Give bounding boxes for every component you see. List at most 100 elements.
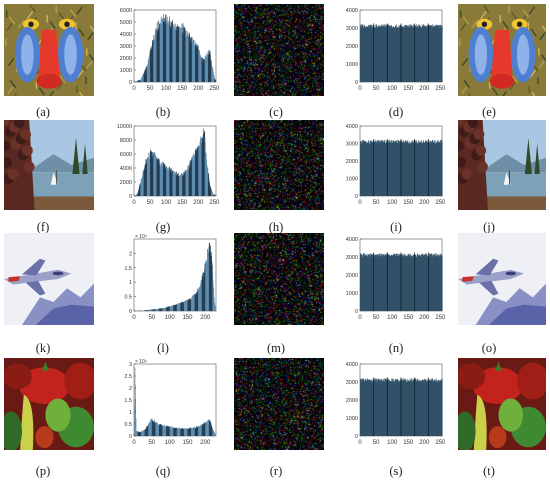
histogram-bar <box>141 77 142 82</box>
histogram-bar <box>157 424 159 436</box>
x-tick-label: 250 <box>435 315 446 321</box>
panel-caption: (r) <box>269 464 283 478</box>
histogram-bar <box>139 432 141 436</box>
histogram-bar <box>151 418 153 436</box>
panel-caption: (l) <box>157 341 169 355</box>
histogram-bar <box>409 27 411 82</box>
histogram-bar <box>190 162 191 196</box>
histogram-bar <box>436 140 438 196</box>
histogram-bar <box>136 194 138 196</box>
histogram-bar <box>197 427 199 436</box>
histogram-bar <box>419 141 420 196</box>
histogram-bar <box>190 42 192 82</box>
histogram-bar <box>197 146 198 196</box>
histogram-bar <box>210 422 212 436</box>
histogram-bar <box>186 427 188 436</box>
plain-histogram-panel-jet: 0 0.5 1 1.5 2 0 50 100 150 200 × 10⁴ <box>110 233 220 325</box>
histogram-bar <box>420 381 422 436</box>
histogram-bar <box>361 142 362 196</box>
histogram-bar <box>172 170 174 196</box>
histogram-bar <box>168 306 170 311</box>
histogram-bar <box>437 25 439 82</box>
histogram-bar <box>423 24 425 82</box>
histogram-bar <box>178 428 180 436</box>
histogram-bar <box>378 142 380 196</box>
histogram-bar <box>376 25 378 82</box>
histogram-bar <box>360 381 362 436</box>
histogram-bar <box>154 152 156 196</box>
histogram-bar <box>149 151 151 196</box>
histogram-bar <box>137 193 138 196</box>
histogram-bar <box>165 426 166 436</box>
histogram-bar <box>380 26 382 82</box>
histogram-bar <box>173 28 175 82</box>
y-tick-label: 3000 <box>120 44 132 50</box>
histogram-bar <box>202 277 203 311</box>
histogram-bar <box>174 30 176 82</box>
histogram-bar <box>361 24 363 83</box>
histogram-bar <box>396 381 398 436</box>
histogram-bar <box>413 26 414 82</box>
histogram-bar <box>145 68 146 82</box>
histogram-bar <box>401 142 403 196</box>
histogram-bar <box>384 142 386 196</box>
histogram-bar <box>143 73 145 82</box>
histogram-bar <box>163 167 164 196</box>
histogram-bar <box>175 23 177 82</box>
histogram-bar <box>187 428 189 436</box>
histogram-bar <box>211 190 213 196</box>
histogram-bar <box>208 54 209 82</box>
histogram-bar <box>180 173 182 196</box>
histogram-bar <box>437 254 439 311</box>
histogram-bar <box>396 143 398 196</box>
histogram-bar <box>395 253 396 311</box>
histogram-bar <box>363 27 365 82</box>
histogram-bar <box>164 307 166 311</box>
histogram-bar <box>211 427 213 436</box>
histogram-bar <box>182 302 184 311</box>
histogram-bar <box>213 194 215 196</box>
histogram-bar <box>368 256 370 311</box>
histogram-bar <box>410 143 411 196</box>
histogram-bar <box>394 142 395 196</box>
histogram-bar <box>396 27 397 82</box>
histogram-bar <box>208 246 210 311</box>
histogram-bar <box>360 378 361 436</box>
histogram-bar <box>395 25 396 82</box>
panel-caption: (b) <box>155 105 171 119</box>
histogram-bar <box>412 380 413 436</box>
x-tick-label: 0 <box>132 315 136 321</box>
histogram-bar <box>383 26 385 82</box>
histogram-bar <box>374 380 376 436</box>
histogram-bar <box>203 273 205 311</box>
histogram-bar <box>144 430 145 436</box>
histogram-bar <box>418 24 419 82</box>
histogram-bar <box>441 141 443 196</box>
histogram-bar <box>147 310 148 311</box>
histogram-bar <box>415 381 417 436</box>
histogram-bar <box>183 175 185 196</box>
histogram-bar <box>439 24 441 82</box>
histogram-bar <box>384 24 386 82</box>
histogram-bar <box>391 381 393 436</box>
histogram-bar <box>204 269 205 311</box>
histogram-bar <box>396 27 398 82</box>
histogram-bar <box>382 25 383 82</box>
cipher-image-peppers <box>234 358 324 450</box>
histogram-bar <box>395 255 396 311</box>
histogram-bar <box>362 140 364 196</box>
histogram-bar <box>377 27 378 82</box>
histogram-bar <box>210 61 212 82</box>
histogram-bar <box>395 140 397 196</box>
histogram-bar <box>430 254 432 311</box>
histogram-bar <box>423 254 424 311</box>
histogram-bar <box>142 171 144 196</box>
histogram-bar <box>142 173 143 196</box>
histogram-bar <box>205 259 207 311</box>
histogram-bar <box>207 422 209 436</box>
histogram-bar <box>413 381 414 436</box>
histogram-bar <box>409 255 411 311</box>
histogram-bar <box>213 430 214 436</box>
histogram-bar <box>158 424 160 436</box>
histogram-bar <box>397 143 399 196</box>
